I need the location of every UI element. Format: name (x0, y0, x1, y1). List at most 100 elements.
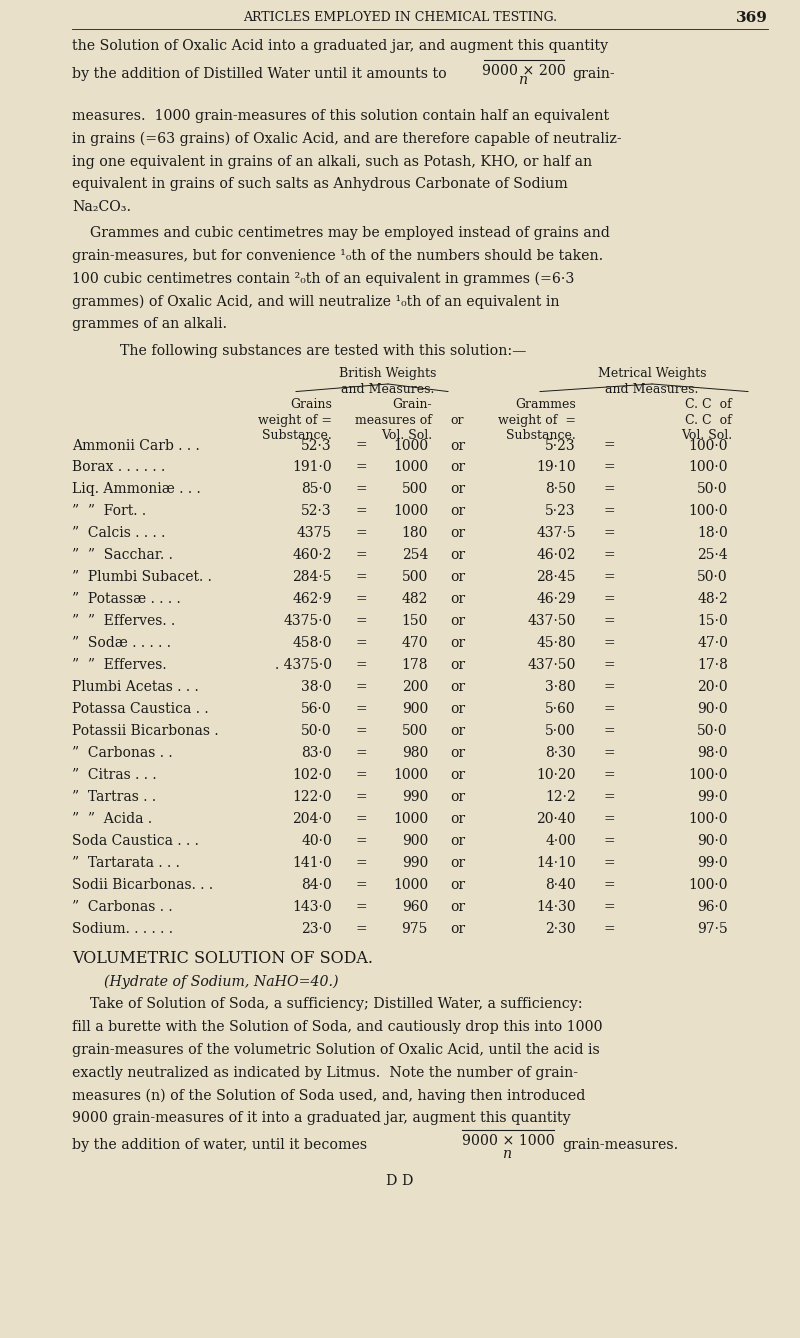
Text: ”  Citras . . .: ” Citras . . . (72, 768, 157, 781)
Text: measures (n) of the Solution of Soda used, and, having then introduced: measures (n) of the Solution of Soda use… (72, 1088, 586, 1103)
Text: ”  ”  Fort. .: ” ” Fort. . (72, 504, 146, 518)
Text: =: = (604, 899, 615, 914)
Text: 180: 180 (402, 526, 428, 541)
Text: Sodii Bicarbonas. . .: Sodii Bicarbonas. . . (72, 878, 213, 891)
Text: 5·00: 5·00 (546, 724, 576, 739)
Text: 141·0: 141·0 (292, 856, 332, 870)
Text: D D: D D (386, 1173, 414, 1188)
Text: 4375·0: 4375·0 (284, 614, 332, 629)
Text: =: = (604, 724, 615, 739)
Text: 19·10: 19·10 (536, 460, 576, 475)
Text: =: = (356, 899, 367, 914)
Text: 102·0: 102·0 (293, 768, 332, 781)
Text: Take of Solution of Soda, a sufficiency; Distilled Water, a sufficiency:: Take of Solution of Soda, a sufficiency;… (72, 997, 582, 1012)
Text: 5·60: 5·60 (546, 702, 576, 716)
Text: ”  ”  Efferves. .: ” ” Efferves. . (72, 614, 175, 629)
Text: measures.  1000 grain-measures of this solution contain half an equivalent: measures. 1000 grain-measures of this so… (72, 110, 609, 123)
Text: Grains: Grains (290, 397, 332, 411)
Text: =: = (356, 526, 367, 541)
Text: =: = (604, 680, 615, 694)
Text: 191·0: 191·0 (292, 460, 332, 475)
Text: 482: 482 (402, 593, 428, 606)
Text: =: = (356, 768, 367, 781)
Text: ing one equivalent in grains of an alkali, such as Potash, KHO, or half an: ing one equivalent in grains of an alkal… (72, 154, 592, 169)
Text: 143·0: 143·0 (292, 899, 332, 914)
Text: 100·0: 100·0 (689, 812, 728, 826)
Text: 1000: 1000 (393, 812, 428, 826)
Text: 100·0: 100·0 (689, 878, 728, 891)
Text: 47·0: 47·0 (697, 636, 728, 650)
Text: 9000 × 1000: 9000 × 1000 (462, 1133, 554, 1148)
Text: 52·3: 52·3 (302, 504, 332, 518)
Text: =: = (604, 460, 615, 475)
Text: =: = (604, 768, 615, 781)
Text: or: or (450, 504, 465, 518)
Text: =: = (356, 702, 367, 716)
Text: =: = (604, 614, 615, 629)
Text: 52·3: 52·3 (302, 439, 332, 452)
Text: =: = (604, 856, 615, 870)
Text: 100·0: 100·0 (689, 439, 728, 452)
Text: fill a burette with the Solution of Soda, and cautiously drop this into 1000: fill a burette with the Solution of Soda… (72, 1020, 602, 1034)
Text: Grain-: Grain- (392, 397, 432, 411)
Text: or: or (450, 899, 465, 914)
Text: or: or (450, 570, 465, 585)
Text: 990: 990 (402, 856, 428, 870)
Text: =: = (356, 812, 367, 826)
Text: 1000: 1000 (393, 878, 428, 891)
Text: 25·4: 25·4 (698, 549, 728, 562)
Text: Grammes and cubic centimetres may be employed instead of grains and: Grammes and cubic centimetres may be emp… (72, 226, 610, 241)
Text: 5·23: 5·23 (546, 504, 576, 518)
Text: or: or (450, 658, 465, 672)
Text: Substance.: Substance. (262, 429, 332, 443)
Text: 17·8: 17·8 (697, 658, 728, 672)
Text: =: = (604, 747, 615, 760)
Text: or: or (450, 878, 465, 891)
Text: 122·0: 122·0 (293, 789, 332, 804)
Text: 85·0: 85·0 (302, 483, 332, 496)
Text: or: or (450, 483, 465, 496)
Text: or: or (450, 747, 465, 760)
Text: grammes) of Oxalic Acid, and will neutralize ¹₀th of an equivalent in: grammes) of Oxalic Acid, and will neutra… (72, 294, 559, 309)
Text: =: = (356, 549, 367, 562)
Text: 3·80: 3·80 (546, 680, 576, 694)
Text: =: = (604, 878, 615, 891)
Text: =: = (356, 834, 367, 848)
Text: =: = (604, 483, 615, 496)
Text: C. C  of: C. C of (686, 413, 732, 427)
Text: 8·50: 8·50 (546, 483, 576, 496)
Text: 900: 900 (402, 702, 428, 716)
Text: 4·00: 4·00 (546, 834, 576, 848)
Text: 100·0: 100·0 (689, 504, 728, 518)
Text: or: or (450, 768, 465, 781)
Text: ”  Carbonas . .: ” Carbonas . . (72, 747, 173, 760)
Text: 458·0: 458·0 (293, 636, 332, 650)
Text: =: = (604, 658, 615, 672)
Text: 83·0: 83·0 (302, 747, 332, 760)
Text: 100·0: 100·0 (689, 460, 728, 475)
Text: or: or (450, 614, 465, 629)
Text: =: = (356, 922, 367, 935)
Text: 500: 500 (402, 483, 428, 496)
Text: 10·20: 10·20 (537, 768, 576, 781)
Text: . 4375·0: . 4375·0 (275, 658, 332, 672)
Text: Liq. Ammoniæ . . .: Liq. Ammoniæ . . . (72, 483, 201, 496)
Text: Plumbi Acetas . . .: Plumbi Acetas . . . (72, 680, 198, 694)
Text: ”  Sodæ . . . . .: ” Sodæ . . . . . (72, 636, 171, 650)
Text: 990: 990 (402, 789, 428, 804)
Text: or: or (450, 439, 465, 452)
Text: 12·2: 12·2 (546, 789, 576, 804)
Text: 284·5: 284·5 (293, 570, 332, 585)
Text: 20·0: 20·0 (698, 680, 728, 694)
Text: or: or (450, 789, 465, 804)
Text: =: = (604, 702, 615, 716)
Text: Potassa Caustica . .: Potassa Caustica . . (72, 702, 209, 716)
Text: 46·02: 46·02 (537, 549, 576, 562)
Text: 4375: 4375 (297, 526, 332, 541)
Text: 204·0: 204·0 (293, 812, 332, 826)
Text: 5·23: 5·23 (546, 439, 576, 452)
Text: C. C  of: C. C of (686, 397, 732, 411)
Text: =: = (356, 878, 367, 891)
Text: or: or (450, 812, 465, 826)
Text: 99·0: 99·0 (698, 856, 728, 870)
